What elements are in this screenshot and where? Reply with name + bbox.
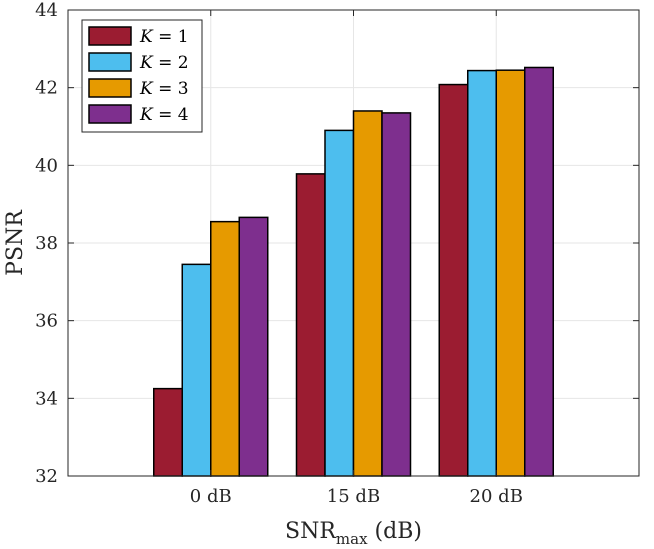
legend-label: K = 4 bbox=[139, 105, 189, 125]
y-tick-label: 34 bbox=[35, 388, 58, 409]
x-axis-label-subscript: max bbox=[336, 530, 368, 548]
bar bbox=[524, 66, 554, 477]
legend-variable: K bbox=[139, 53, 154, 73]
legend-swatch bbox=[88, 104, 132, 124]
y-tick-label: 40 bbox=[35, 155, 58, 176]
bar bbox=[324, 129, 355, 477]
legend: K = 1K = 2K = 3K = 4 bbox=[81, 19, 203, 133]
y-tick-label: 44 bbox=[35, 0, 58, 21]
legend-label: K = 3 bbox=[139, 79, 189, 99]
bar bbox=[438, 83, 469, 477]
legend-value: = 1 bbox=[153, 27, 189, 47]
legend-variable: K bbox=[139, 105, 154, 125]
legend-value: = 4 bbox=[153, 105, 189, 125]
y-tick-label: 42 bbox=[35, 78, 58, 99]
legend-value: = 2 bbox=[153, 53, 189, 73]
y-axis-label: PSNR bbox=[3, 209, 28, 276]
x-axis-label: SNRmax (dB) bbox=[285, 519, 422, 548]
legend-variable: K bbox=[139, 27, 154, 47]
legend-label: K = 2 bbox=[139, 53, 189, 73]
legend-swatch bbox=[88, 26, 132, 46]
bar bbox=[295, 173, 326, 477]
legend-value: = 3 bbox=[153, 79, 189, 99]
bar bbox=[153, 387, 183, 477]
x-tick-label: 0 dB bbox=[190, 486, 232, 507]
legend-variable: K bbox=[139, 79, 154, 99]
legend-label: K = 1 bbox=[139, 27, 189, 47]
y-tick-label: 36 bbox=[35, 311, 58, 332]
bar bbox=[381, 112, 412, 477]
axis-ticks: 32 34 36 38 40 42 44 0 dB 15 dB 20 dB bbox=[35, 0, 639, 507]
x-axis-label-suffix: (dB) bbox=[368, 519, 422, 544]
legend-swatch bbox=[88, 78, 132, 98]
bar bbox=[210, 220, 240, 477]
legend-swatch bbox=[88, 52, 132, 72]
x-tick-label: 15 dB bbox=[327, 486, 380, 507]
x-axis-label-main: SNR bbox=[285, 519, 337, 544]
bar bbox=[181, 263, 212, 477]
bar bbox=[495, 69, 526, 477]
bar bbox=[238, 216, 269, 477]
y-tick-label: 38 bbox=[35, 233, 58, 254]
x-tick-label: 20 dB bbox=[470, 486, 523, 507]
y-tick-label: 32 bbox=[35, 466, 58, 487]
bar bbox=[467, 69, 497, 477]
bar bbox=[352, 110, 383, 477]
